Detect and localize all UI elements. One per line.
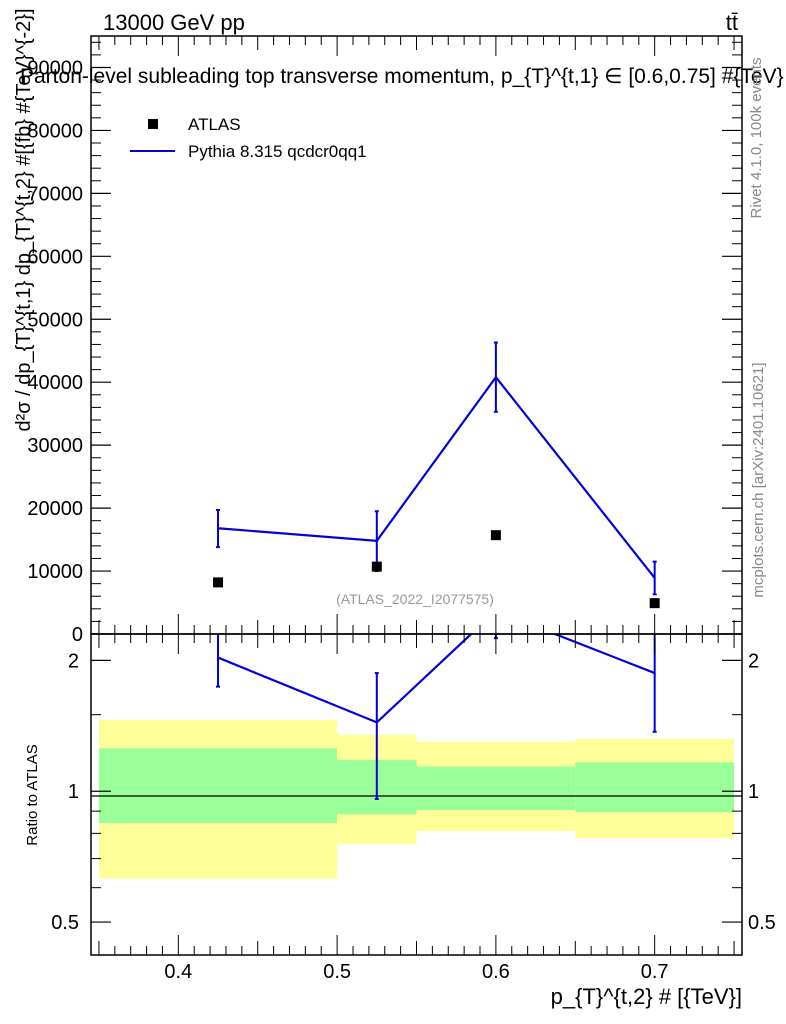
ratio-y-tick-label-left: 2: [68, 650, 79, 672]
plot-title: Parton-level subleading top transverse m…: [20, 65, 784, 88]
ratio-inner-band: [575, 762, 735, 813]
analysis-watermark: (ATLAS_2022_I2077575): [336, 591, 494, 607]
main-y-tick-label: 20000: [27, 498, 83, 520]
main-y-tick-label: 90000: [27, 57, 83, 79]
ratio-inner-band: [98, 748, 338, 824]
x-tick-label: 0.4: [164, 961, 192, 983]
main-ticks: 0 10000 20000 30000 40000 50000 60000 70000 8000…: [27, 36, 742, 646]
atlas-data-point: [213, 577, 224, 588]
atlas-data-point: [490, 530, 501, 541]
pythia-line: [217, 375, 656, 579]
atlas-data-point: [649, 598, 660, 609]
ratio-y-tick-label-right: 0.5: [748, 912, 776, 934]
legend-atlas-marker: [148, 119, 158, 129]
x-tick-label: 0.7: [641, 961, 669, 983]
legend-pythia-label: Pythia 8.315 qcdcr0qq1: [188, 142, 367, 161]
main-y-axis-title: d²σ / dp_{T}^{t,1} dp_{T}^{t,2} #[{fb} #…: [13, 8, 35, 431]
x-tick-label: 0.5: [323, 961, 351, 983]
ratio-ticks: 0.5 0.5 1 1 2 2 0.4 0.5 0.6 0.7: [51, 634, 776, 983]
mcplots-label: mcplots.cern.ch [arXiv:2401.10621]: [750, 362, 767, 597]
ratio-uncertainty-bands: [98, 719, 735, 879]
ratio-y-tick-label-right: 2: [748, 650, 759, 672]
main-data-layer: [213, 341, 660, 609]
main-y-tick-label: 30000: [27, 435, 83, 457]
ratio-y-tick-label-left: 1: [68, 781, 79, 803]
ratio-pythia-line: [217, 634, 656, 724]
main-y-tick-label: 60000: [27, 246, 83, 268]
ratio-panel-frame: [90, 633, 743, 956]
x-axis-title: p_{T}^{t,2} # [{TeV}]: [551, 984, 742, 1009]
ratio-y-tick-label-right: 1: [748, 781, 759, 803]
main-y-tick-label: 0: [72, 624, 83, 646]
main-y-tick-label: 40000: [27, 372, 83, 394]
atlas-data-point: [371, 561, 382, 572]
energy-label: 13000 GeV pp: [103, 10, 245, 35]
main-y-tick-label: 70000: [27, 183, 83, 205]
main-y-tick-label: 80000: [27, 120, 83, 142]
x-tick-label: 0.6: [482, 961, 510, 983]
main-y-tick-label: 10000: [27, 561, 83, 583]
ratio-inner-band: [416, 766, 576, 811]
ratio-y-tick-label-left: 0.5: [51, 912, 79, 934]
process-label: tt̄: [726, 10, 738, 35]
main-y-tick-label: 50000: [27, 309, 83, 331]
ratio-y-axis-title: Ratio to ATLAS: [24, 744, 41, 845]
legend-atlas-label: ATLAS: [188, 115, 241, 134]
rivet-label: Rivet 4.1.0, 100k events: [748, 58, 765, 219]
